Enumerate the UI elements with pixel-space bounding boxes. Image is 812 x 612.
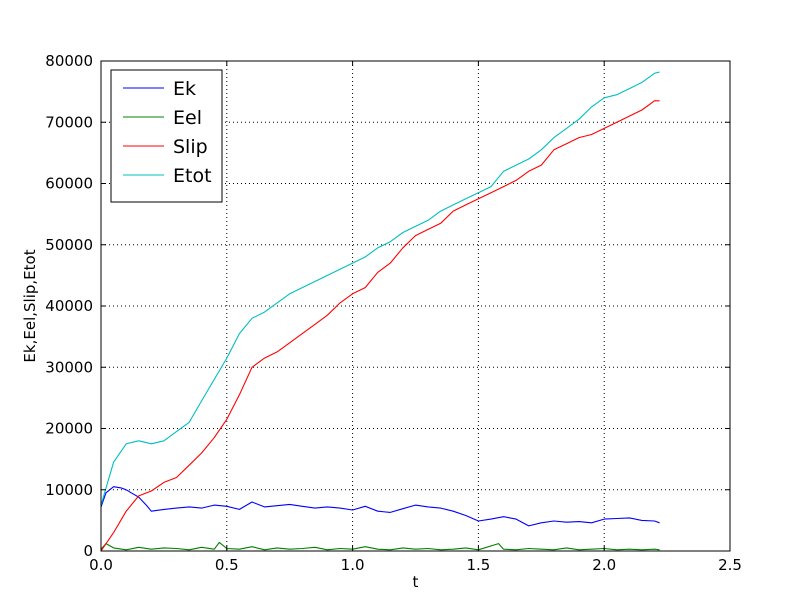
y-tick-label: 50000 (45, 236, 93, 254)
y-tick-label: 70000 (45, 113, 93, 131)
x-tick-label: 1.0 (341, 556, 365, 574)
series-line-eel (100, 541, 660, 551)
y-tick-label: 0 (83, 542, 93, 560)
series-line-ek (100, 486, 660, 527)
legend-label: Etot (173, 165, 212, 187)
y-tick-label: 10000 (45, 481, 93, 499)
series-line-slip (100, 100, 660, 552)
y-tick-label: 20000 (45, 420, 93, 438)
x-axis-label: t (413, 573, 419, 591)
y-tick-label: 40000 (45, 297, 93, 315)
series-lines (100, 71, 660, 552)
legend-box (110, 69, 223, 203)
x-tick-label: 2.5 (718, 556, 742, 574)
series-line-etot (100, 71, 660, 506)
legend-label: Eel (173, 107, 202, 129)
y-tick-label: 30000 (45, 358, 93, 376)
x-tick-label: 2.0 (592, 556, 616, 574)
legend: Ek Eel Slip Etot (110, 69, 223, 203)
ticks: 0.0 0.5 1.0 1.5 2.0 2.5 0 10000 20000 30000 40000 5… (45, 52, 742, 574)
y-axis-label: Ek,Eel,Slip,Etot (21, 249, 39, 362)
legend-label: Slip (173, 136, 208, 158)
y-tick-label: 80000 (45, 52, 93, 70)
x-tick-label: 0.0 (89, 556, 113, 574)
x-tick-label: 0.5 (215, 556, 239, 574)
legend-label: Ek (173, 78, 196, 100)
x-tick-label: 1.5 (466, 556, 490, 574)
y-tick-label: 60000 (45, 175, 93, 193)
